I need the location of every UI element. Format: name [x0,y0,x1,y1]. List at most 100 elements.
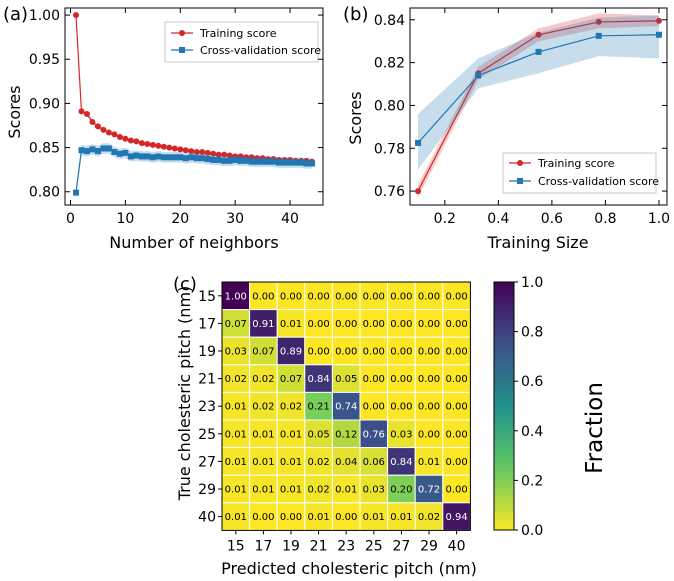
heatmap-cell-value: 0.01 [363,512,385,523]
heatmap-cell-value: 0.00 [280,291,302,302]
heatmap-cell [359,502,389,531]
heatmap-cell-value: 0.02 [280,402,302,413]
heatmap-cell-value: 0.04 [335,457,357,468]
heatmap-cell-value: 0.00 [363,291,385,302]
heatmap-cell-value: 0.02 [418,512,440,523]
heatmap-cell-value: 0.05 [307,429,329,440]
series-1-point [595,32,602,39]
x-tick-label: 27 [392,538,410,554]
heatmap-cell [221,502,251,531]
series-0-point [133,138,140,145]
heatmap-cell-value: 0.00 [335,319,357,330]
panel-c-label: (c) [173,274,197,295]
series-1-point [226,157,233,164]
heatmap-cell [304,336,333,366]
series-1-point [265,158,272,165]
heatmap-cell [387,447,416,476]
heatmap-cell-value: 0.89 [280,347,302,358]
heatmap-cell-value: 0.01 [335,485,357,496]
heatmap-cell-value: 0.94 [445,512,467,523]
y-tick-label: 0.85 [29,141,60,157]
heatmap-cell [414,336,444,366]
panel-frame [409,7,668,206]
heatmap-cell-value: 0.00 [307,291,329,302]
series-0-point [204,149,211,156]
heatmap-cell-value: 0.12 [335,429,357,440]
heatmap-cell [387,309,416,338]
series-1-point [415,139,422,146]
heatmap-cell-value: 0.03 [225,347,247,358]
panel-a-xlabel: Number of neighbors [109,233,278,252]
series-1-point [248,158,255,165]
series-0-point [149,141,156,148]
panel-frame [64,7,324,206]
heatmap-cell-value: 0.00 [390,374,412,385]
y-tick-label: 21 [198,372,216,388]
panel-b-legend-training-label: Training score [537,157,615,170]
heatmap-cell-value: 0.00 [363,347,385,358]
series-1-point [171,154,178,161]
heatmap-cell [331,364,361,393]
x-tick-label: 0.6 [541,211,563,227]
heatmap-cell [304,474,333,504]
series-0-point [155,142,162,149]
heatmap-cell-value: 0.00 [445,485,467,496]
series-1-point [193,155,200,162]
y-tick-label: 40 [198,510,216,526]
heatmap-cell-value: 0.00 [418,374,440,385]
heatmap-cell-value: 0.00 [335,512,357,523]
panel-b-legend-cv-marker [517,178,523,184]
heatmap-cell [387,281,416,311]
heatmap-cell [387,391,416,421]
heatmap-cell [249,309,278,338]
x-tick-label: 19 [282,538,300,554]
panel-b-xlabel: Training Size [486,233,588,252]
series-0-point [215,151,222,158]
heatmap-cell [331,281,361,311]
panel-b-ylabel: Scores [346,91,365,144]
series-0-point [105,129,112,136]
series-0-point [83,111,90,118]
series-1-point [204,156,211,163]
x-tick-label: 1.0 [648,211,670,227]
heatmap-cell-value: 0.01 [280,319,302,330]
heatmap-cell-value: 0.00 [335,291,357,302]
series-0-point [100,126,107,133]
x-tick-label: 20 [171,211,189,227]
heatmap-cell [276,419,306,449]
heatmap-cell [359,419,389,449]
heatmap-cell-value: 0.01 [252,485,274,496]
heatmap-cell-value: 0.20 [390,485,412,496]
series-0-point [144,141,151,148]
colorbar-tick-label: 0.4 [521,424,543,440]
series-1-point [122,149,129,156]
series-1-point [94,148,101,155]
series-1-confidence-band [418,15,659,170]
series-1-point [89,146,96,153]
y-tick-label: 0.82 [374,56,405,72]
x-tick-label: 23 [337,538,355,554]
heatmap-cell-value: 0.00 [418,347,440,358]
series-1-point [309,160,316,167]
heatmap-cell [442,419,471,449]
heatmap-cell [359,364,389,393]
series-0-point [182,147,189,154]
heatmap-cell-value: 0.76 [363,429,385,440]
y-tick-label: 0.95 [29,52,60,68]
series-1-point [210,156,217,163]
heatmap-cell-value: 0.00 [363,374,385,385]
series-1-point [199,155,206,162]
heatmap-cell-value: 0.84 [307,374,329,385]
colorbar-tick-label: 0.6 [521,374,543,390]
heatmap-cell-value: 0.07 [252,347,274,358]
heatmap-cell-value: 0.00 [390,291,412,302]
series-1-point [237,157,244,164]
series-1-point [281,159,288,166]
panel-a-ylabel: Scores [5,85,24,138]
heatmap-cell-value: 0.02 [252,374,274,385]
panel-a-legend-box [164,21,319,63]
series-1-point [105,145,112,152]
series-0-point [221,151,228,158]
x-tick-label: 0.4 [487,211,509,227]
x-tick-label: 15 [227,538,245,554]
